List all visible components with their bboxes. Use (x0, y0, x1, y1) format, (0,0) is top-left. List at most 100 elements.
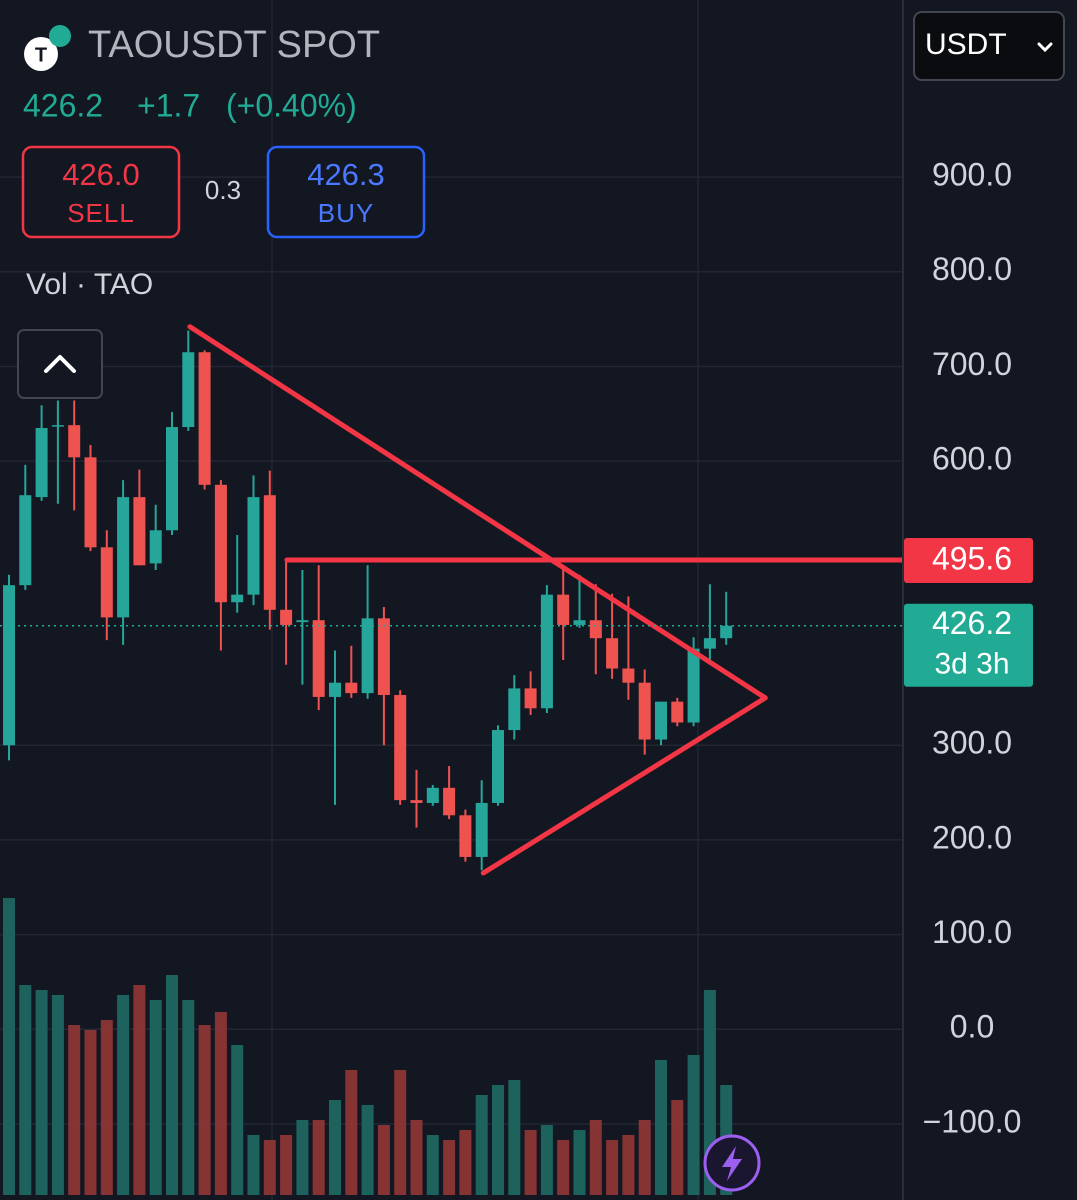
candle-body (443, 787, 456, 816)
candle-body (117, 497, 130, 618)
spread: 0.3 (205, 175, 241, 205)
volume-bar (540, 1125, 553, 1195)
candle-body (68, 425, 81, 458)
drawings (0, 324, 906, 876)
candle-body (573, 620, 586, 625)
volume-bar (231, 1045, 244, 1195)
volume-bar (263, 1140, 276, 1195)
sell-price: 426.0 (62, 157, 140, 192)
volume-bar (84, 1030, 97, 1195)
sell-button[interactable]: 426.0 SELL (21, 145, 181, 239)
candle-body (508, 688, 521, 731)
volume-bar (329, 1100, 341, 1195)
candle-body (361, 618, 374, 694)
collapse-button[interactable] (17, 329, 103, 399)
sell-box[interactable] (21, 145, 181, 239)
volume-bar (247, 1135, 260, 1195)
last-price: 426.2 (23, 87, 103, 123)
buy-box[interactable] (266, 145, 426, 239)
volume-bar (345, 1070, 358, 1195)
volume-bar (198, 1025, 211, 1195)
volume-bar (459, 1130, 472, 1195)
candle-body (166, 427, 178, 531)
candle-body (329, 682, 341, 697)
price-marker-sublabel: 3d 3h (934, 648, 1009, 681)
candle-body (394, 695, 407, 801)
volume-bar (492, 1085, 504, 1195)
volume-bar (133, 985, 146, 1195)
candle-body (214, 484, 227, 603)
volume-bar (606, 1140, 619, 1195)
currency-dropdown[interactable]: USDT (913, 11, 1065, 81)
volume-bar (214, 1012, 227, 1195)
volume-bar (117, 995, 130, 1195)
candle-body (312, 620, 325, 697)
logo: T (24, 25, 71, 71)
candle-body (655, 701, 667, 740)
sell-label: SELL (67, 198, 135, 228)
candle-body (492, 730, 504, 803)
candle-body (296, 620, 309, 623)
candle-body (19, 495, 32, 586)
y-tick-label: 0.0 (950, 1009, 994, 1045)
volume-pane (3, 898, 733, 1195)
candle-body (231, 594, 244, 603)
candle-body (377, 618, 390, 696)
candle-body (589, 620, 602, 639)
symbol-title: TAOUSDT SPOT (88, 24, 380, 66)
candle-body (459, 815, 472, 857)
y-tick-label: 900.0 (932, 157, 1012, 193)
price-change-pct: (+0.40%) (226, 87, 357, 123)
y-tick-label: 700.0 (932, 346, 1012, 382)
candle-body (557, 594, 570, 625)
candle-body (3, 585, 15, 746)
buy-button[interactable]: 426.3 BUY (266, 145, 426, 239)
price-marker-label: 426.2 (932, 605, 1012, 641)
volume-bar (100, 1020, 113, 1195)
candle-body (35, 427, 48, 498)
volume-bar (671, 1100, 684, 1195)
candle-body (198, 352, 211, 485)
volume-bar (280, 1135, 293, 1195)
y-tick-label: −100.0 (923, 1103, 1022, 1139)
lightning-icon (722, 1146, 742, 1181)
dropdown-box[interactable] (913, 11, 1065, 81)
collapse-box[interactable] (17, 329, 103, 399)
svg-text:T: T (35, 44, 47, 66)
candle-body (280, 609, 293, 625)
candle-body (524, 688, 537, 709)
volume-bar (475, 1095, 488, 1195)
chevron-down (1037, 42, 1053, 53)
lightning-button[interactable] (703, 1134, 761, 1192)
candle-body (247, 497, 260, 595)
candle-body (84, 457, 97, 548)
volume-bar (394, 1070, 407, 1195)
candle-body (410, 800, 423, 803)
price-marker (904, 603, 1033, 687)
candle-body (149, 530, 162, 564)
volume-bar (573, 1130, 586, 1195)
volume-bar (638, 1120, 651, 1195)
volume-bar (361, 1105, 374, 1195)
volume-bar (35, 990, 48, 1195)
buy-price: 426.3 (307, 157, 385, 192)
volume-bar (296, 1120, 309, 1195)
volume-bar (687, 1055, 700, 1195)
candles (3, 330, 733, 871)
candle-body (182, 352, 195, 428)
volume-bar (149, 1000, 162, 1195)
volume-bar (377, 1125, 390, 1195)
buy-label: BUY (318, 198, 374, 228)
currency: USDT (925, 28, 1007, 61)
y-tick-label: 200.0 (932, 819, 1012, 855)
volume-bar (655, 1060, 667, 1195)
y-tick-label: 300.0 (932, 725, 1012, 761)
candle-body (703, 638, 716, 649)
volume-bar (182, 1000, 195, 1195)
volume-bar (410, 1120, 423, 1195)
volume-bar (524, 1130, 537, 1195)
price-axis: 900.0 800.0 700.0 600.0 300.0 200.0 100.0 0.0 −1… (904, 157, 1033, 1139)
volume-bar (443, 1140, 456, 1195)
